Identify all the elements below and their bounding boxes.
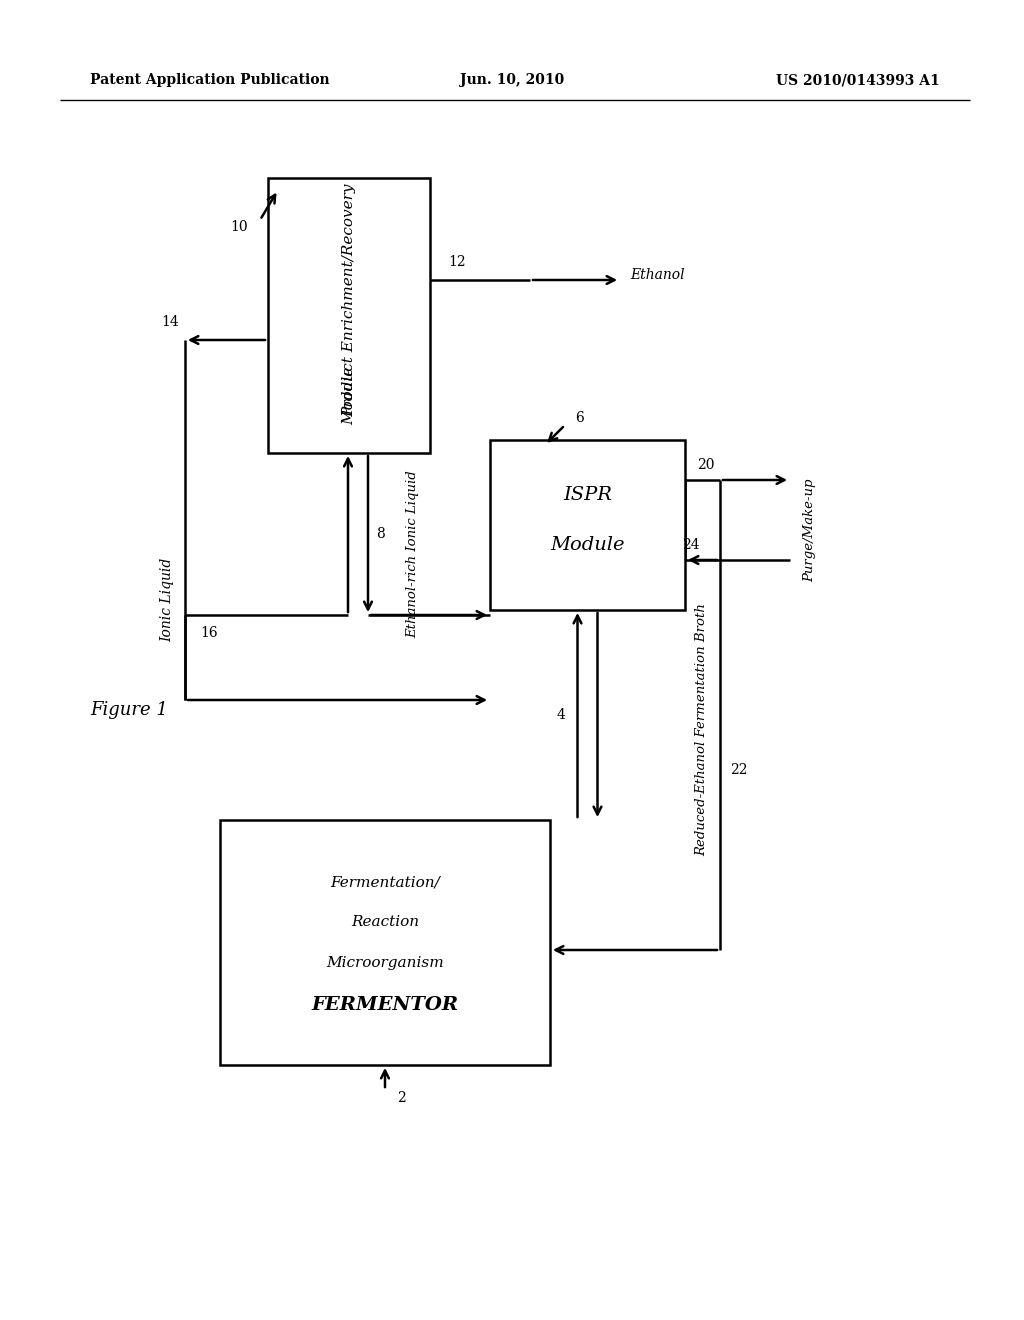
Text: 20: 20 — [697, 458, 715, 473]
Text: Ethanol: Ethanol — [630, 268, 685, 282]
Text: Reaction: Reaction — [351, 916, 419, 929]
Text: Purge/Make-up: Purge/Make-up — [804, 478, 816, 582]
Text: Ionic Liquid: Ionic Liquid — [160, 558, 174, 642]
Text: Figure 1: Figure 1 — [90, 701, 168, 719]
Text: Fermentation/: Fermentation/ — [330, 875, 440, 890]
Text: 22: 22 — [730, 763, 748, 777]
Text: 16: 16 — [200, 626, 218, 640]
Bar — [220, 820, 550, 1065]
Bar — [490, 440, 685, 610]
Text: 4: 4 — [557, 708, 565, 722]
Text: 12: 12 — [449, 255, 466, 269]
Bar — [268, 178, 430, 453]
Text: 24: 24 — [682, 539, 700, 552]
Text: Microorganism: Microorganism — [326, 956, 443, 969]
Text: Module: Module — [342, 367, 356, 425]
Text: Ethanol-rich Ionic Liquid: Ethanol-rich Ionic Liquid — [407, 470, 420, 638]
Text: 6: 6 — [575, 411, 584, 425]
Text: Module: Module — [550, 536, 625, 554]
Text: FERMENTOR: FERMENTOR — [311, 995, 459, 1014]
Text: ISPR: ISPR — [563, 486, 612, 504]
Text: 8: 8 — [376, 527, 385, 541]
Text: Product Enrichment/Recovery: Product Enrichment/Recovery — [342, 183, 356, 417]
Text: 14: 14 — [161, 315, 179, 329]
Text: Patent Application Publication: Patent Application Publication — [90, 73, 330, 87]
Text: US 2010/0143993 A1: US 2010/0143993 A1 — [776, 73, 940, 87]
Text: Reduced-Ethanol Fermentation Broth: Reduced-Ethanol Fermentation Broth — [695, 603, 709, 857]
Text: 2: 2 — [397, 1092, 406, 1105]
Text: 10: 10 — [230, 220, 248, 234]
Text: Jun. 10, 2010: Jun. 10, 2010 — [460, 73, 564, 87]
